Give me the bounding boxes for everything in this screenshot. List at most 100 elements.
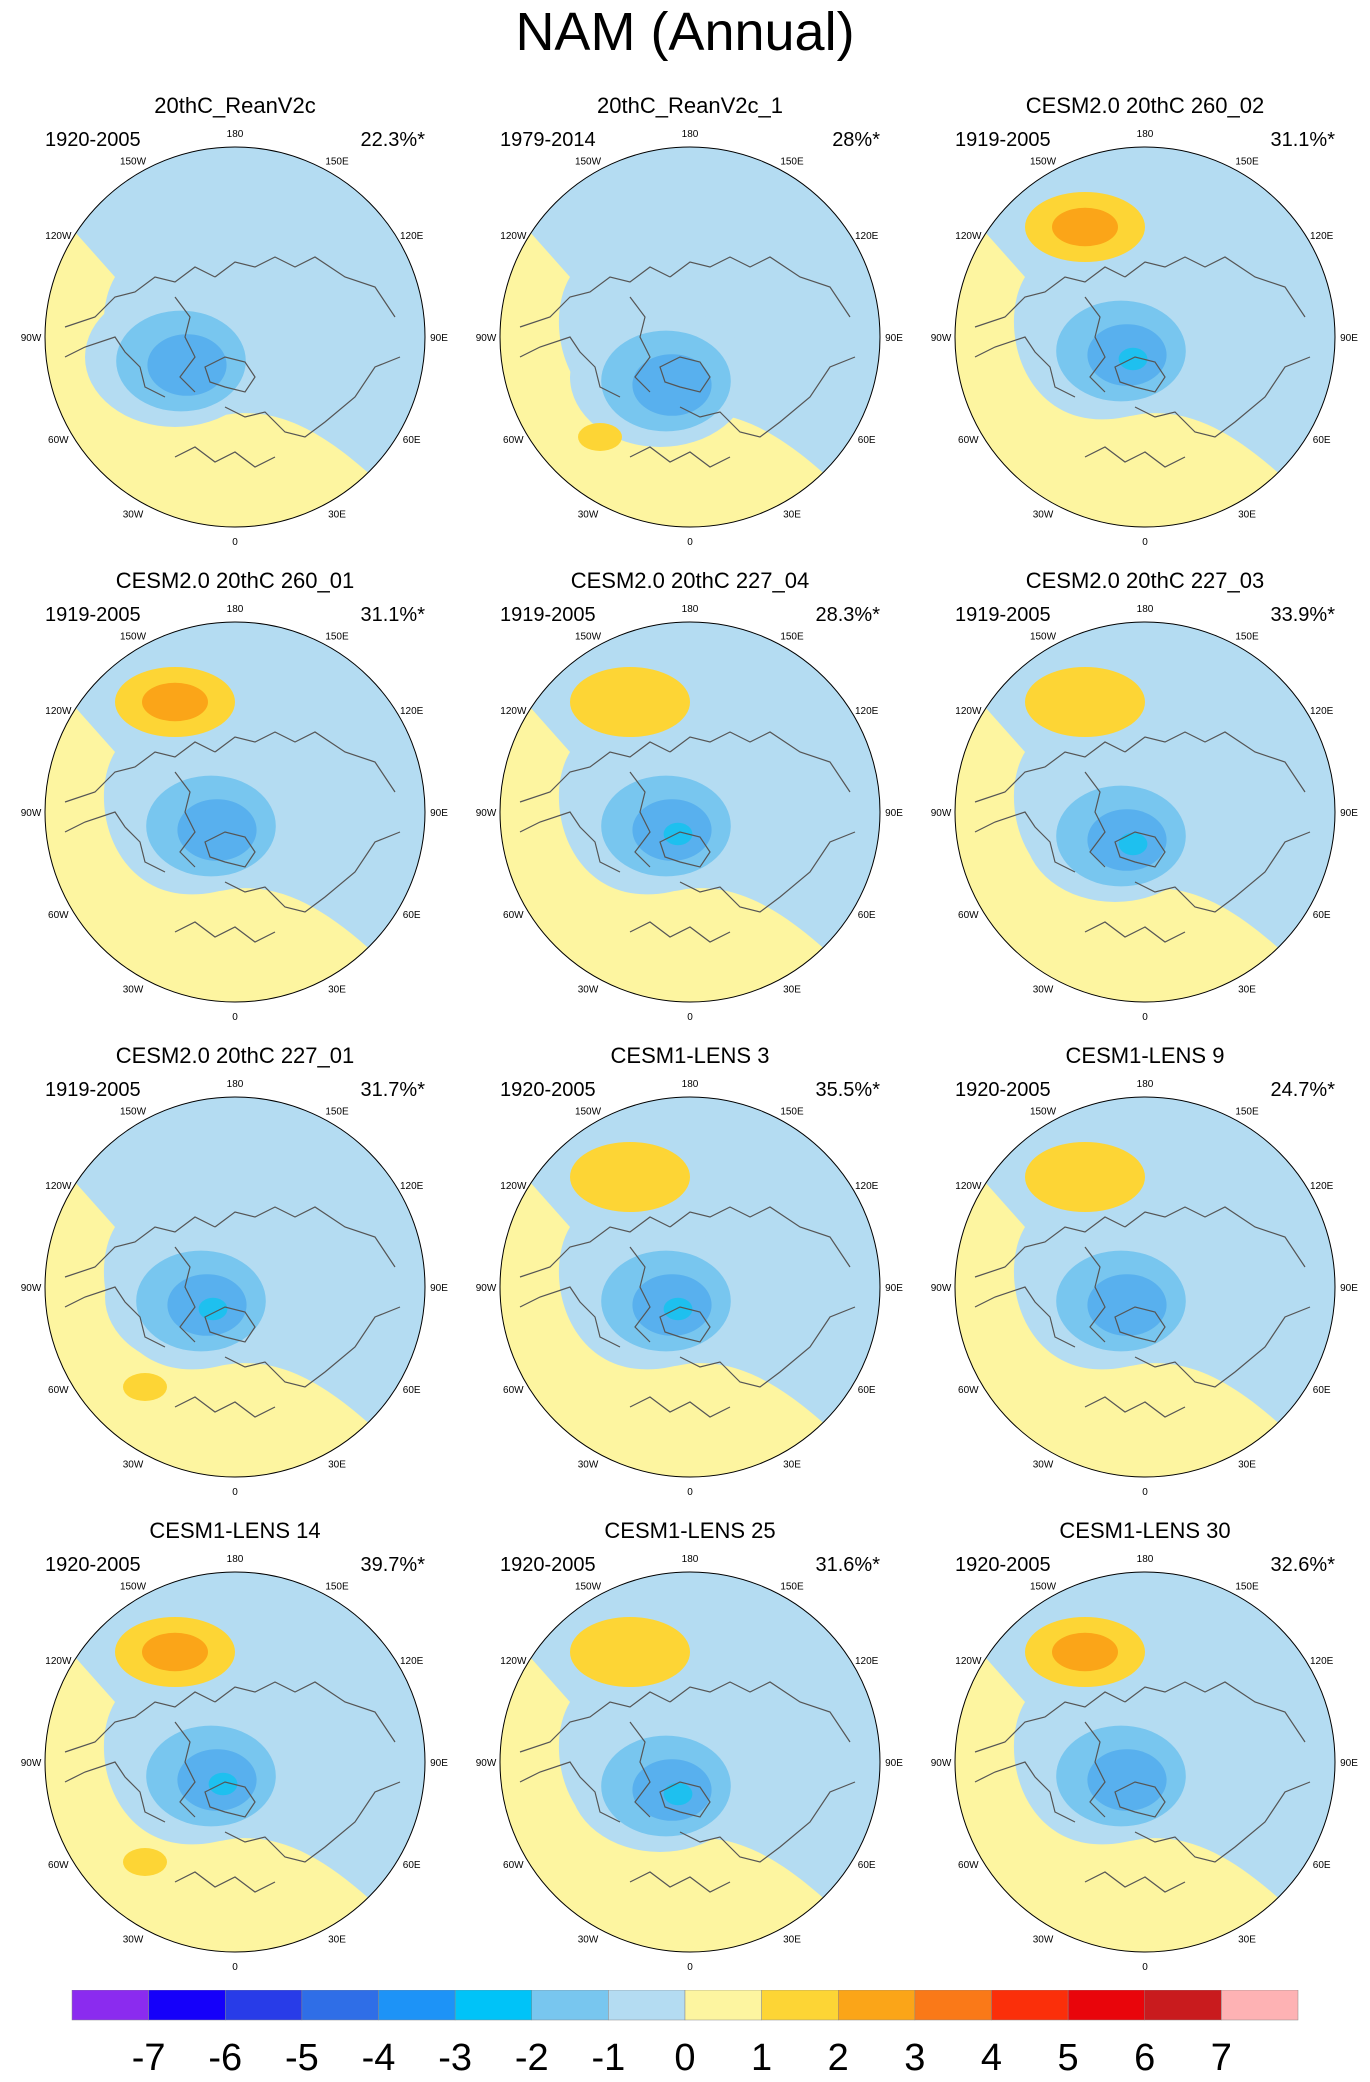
coastline xyxy=(1114,1781,1166,1818)
coastline xyxy=(629,921,731,943)
coastline xyxy=(214,731,396,793)
pacific-high-contour xyxy=(1052,207,1118,247)
coastline xyxy=(519,811,621,873)
coastline xyxy=(174,771,196,868)
panel-variance: 31.1%* xyxy=(1270,129,1336,151)
panel-variance: 35.5%* xyxy=(815,1079,881,1101)
longitude-label: 180 xyxy=(227,1554,244,1565)
polar-low-contour xyxy=(632,354,712,416)
longitude-label: 60W xyxy=(958,435,979,446)
longitude-label: 60W xyxy=(503,1385,524,1396)
longitude-label: 150W xyxy=(1030,1581,1057,1592)
coastline xyxy=(1084,1721,1106,1818)
coastline xyxy=(224,356,401,438)
coastline xyxy=(224,831,401,913)
coastline xyxy=(214,1206,396,1268)
coastline xyxy=(64,1761,166,1823)
colorbar-swatch xyxy=(761,1990,839,2021)
longitude-label: 30E xyxy=(328,1460,346,1471)
longitude-label: 150E xyxy=(780,1581,804,1592)
longitude-label: 180 xyxy=(227,604,244,615)
panel-period: 1919-2005 xyxy=(955,604,1051,626)
panel-title: CESM1-LENS 30 xyxy=(1059,1518,1231,1543)
longitude-label: 30W xyxy=(1033,510,1054,521)
longitude-label: 180 xyxy=(227,1079,244,1090)
coastline xyxy=(1084,921,1186,943)
panel-period: 1919-2005 xyxy=(45,604,141,626)
coastline xyxy=(659,1306,711,1343)
map-border xyxy=(954,1096,1336,1478)
longitude-label: 180 xyxy=(1137,1079,1154,1090)
coastline xyxy=(204,356,256,393)
coastline xyxy=(659,1781,711,1818)
longitude-label: 90E xyxy=(885,1283,903,1294)
coastline xyxy=(974,741,1126,803)
longitude-label: 180 xyxy=(682,1079,699,1090)
longitude-label: 150W xyxy=(1030,1106,1057,1117)
longitude-label: 90W xyxy=(931,1283,952,1294)
longitude-label: 30E xyxy=(783,1935,801,1946)
longitude-label: 30W xyxy=(123,1935,144,1946)
longitude-label: 180 xyxy=(1137,129,1154,140)
longitude-label: 120W xyxy=(500,1181,527,1192)
longitude-label: 120E xyxy=(400,1181,424,1192)
panel-period: 1920-2005 xyxy=(500,1079,596,1101)
longitude-label: 0 xyxy=(687,1962,693,1973)
longitude-label: 30W xyxy=(1033,1935,1054,1946)
coastline xyxy=(519,266,671,328)
longitude-label: 60E xyxy=(403,910,421,921)
longitude-label: 150W xyxy=(120,631,147,642)
longitude-label: 120W xyxy=(955,231,982,242)
longitude-label: 90E xyxy=(1340,333,1358,344)
coastline xyxy=(669,1206,851,1268)
coastline xyxy=(1084,1871,1186,1893)
coastline xyxy=(974,1761,1076,1823)
longitude-label: 90E xyxy=(1340,808,1358,819)
polar-map: 180 150E 120E 90E 60E 30E 0 30W 60W 90W 120W 150W xyxy=(21,1554,449,1973)
coastline xyxy=(519,336,621,398)
colorbar-label: -6 xyxy=(208,2037,242,2079)
longitude-label: 0 xyxy=(1142,1012,1148,1023)
map-border xyxy=(44,146,426,528)
longitude-label: 150E xyxy=(1235,631,1259,642)
longitude-label: 60W xyxy=(48,1385,69,1396)
coastline xyxy=(679,831,856,913)
longitude-label: 120W xyxy=(45,1181,72,1192)
longitude-label: 120E xyxy=(400,706,424,717)
colorbar-label: 2 xyxy=(828,2037,849,2079)
map-panel: 180 150E 120E 90E 60E 30E 0 30W 60W 90W 120W 150W 20… xyxy=(470,92,910,552)
longitude-label: 120W xyxy=(45,706,72,717)
polar-low-contour xyxy=(1118,347,1148,371)
coastline xyxy=(64,811,166,873)
colorbar-label: -5 xyxy=(285,2037,319,2079)
colorbar-label: -1 xyxy=(591,2037,625,2079)
longitude-label: 90W xyxy=(476,808,497,819)
coastline xyxy=(1114,356,1166,393)
longitude-label: 0 xyxy=(1142,537,1148,548)
longitude-label: 150W xyxy=(575,631,602,642)
coastline xyxy=(224,1306,401,1388)
longitude-label: 120E xyxy=(1310,231,1334,242)
longitude-label: 120E xyxy=(855,706,879,717)
longitude-label: 150W xyxy=(1030,156,1057,167)
longitude-label: 180 xyxy=(682,604,699,615)
coastline xyxy=(64,266,216,328)
longitude-label: 90W xyxy=(931,808,952,819)
coastline xyxy=(204,1306,256,1343)
coastline xyxy=(679,1781,856,1863)
colorbar-label: 7 xyxy=(1211,2037,1232,2079)
coastline xyxy=(629,1721,651,1818)
longitude-label: 120E xyxy=(855,1656,879,1667)
colorbar-swatch xyxy=(991,1990,1069,2021)
panel-variance: 31.7%* xyxy=(360,1079,426,1101)
colorbar-label: 5 xyxy=(1058,2037,1079,2079)
panel-period: 1920-2005 xyxy=(955,1079,1051,1101)
longitude-label: 120W xyxy=(955,706,982,717)
longitude-label: 120W xyxy=(45,231,72,242)
coastline xyxy=(629,1396,731,1418)
map-panel: 180 150E 120E 90E 60E 30E 0 30W 60W 90W 120W 150W CE… xyxy=(470,567,910,1027)
longitude-label: 90W xyxy=(21,1758,42,1769)
colorbar-label: 1 xyxy=(751,2037,772,2079)
longitude-label: 90E xyxy=(885,808,903,819)
coastline xyxy=(174,446,276,468)
